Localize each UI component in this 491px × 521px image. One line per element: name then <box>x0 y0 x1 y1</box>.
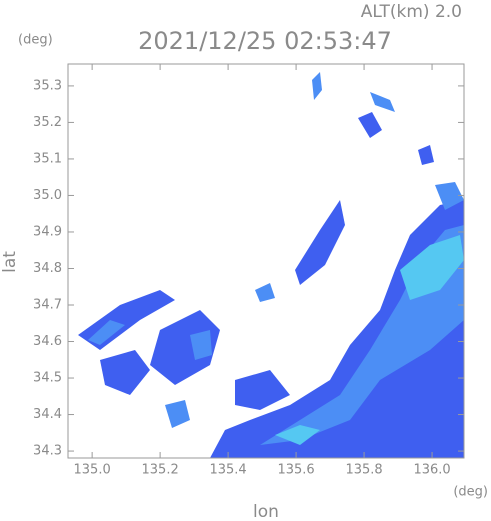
radar-echo <box>275 425 320 445</box>
y-tick-label: 34.5 <box>33 371 62 386</box>
x-tick-label: 135.0 <box>74 463 111 478</box>
radar-echo <box>295 200 345 285</box>
radar-echo <box>400 235 464 300</box>
plot-frame <box>67 63 465 459</box>
radar-echo <box>235 370 290 410</box>
y-tick-label: 34.6 <box>33 334 62 349</box>
y-tick-label: 34.4 <box>33 407 62 422</box>
radar-echoes <box>78 72 464 458</box>
radar-echo <box>210 200 464 458</box>
y-tick-label: 35.3 <box>33 78 62 93</box>
y-tick-label: 34.9 <box>33 224 62 239</box>
radar-echo <box>165 400 190 428</box>
radar-echo <box>255 283 275 302</box>
radar-echo <box>150 310 220 385</box>
timestamp: 2021/12/25 02:53:47 <box>138 27 392 55</box>
x-tick-label: 135.2 <box>142 463 179 478</box>
radar-echo <box>88 320 125 345</box>
y-tick-label: 35.1 <box>33 151 62 166</box>
x-title: lon <box>253 502 279 521</box>
y-unit: (deg) <box>18 33 53 48</box>
x-tick-label: 135.8 <box>345 463 382 478</box>
radar-echo <box>435 182 464 210</box>
x-tick-label: 135.6 <box>277 463 314 478</box>
x-unit: (deg) <box>453 485 488 500</box>
radar-echo <box>190 330 212 360</box>
radar-echo <box>370 92 395 112</box>
altitude: ALT(km) 2.0 <box>361 2 462 22</box>
x-tick-label: 136.0 <box>413 463 450 478</box>
x-tick-label: 135.4 <box>209 463 246 478</box>
radar-echo <box>100 350 150 395</box>
y-tick-label: 34.3 <box>33 444 62 459</box>
y-tick-label: 35.0 <box>33 188 62 203</box>
y-tick-label: 34.8 <box>33 261 62 276</box>
radar-echo <box>312 72 322 100</box>
y-tick-label: 34.7 <box>33 298 62 313</box>
y-title: lat <box>0 251 20 273</box>
y-tick-label: 35.2 <box>33 115 62 130</box>
radar-echo <box>418 145 434 165</box>
radar-echo <box>358 112 382 138</box>
